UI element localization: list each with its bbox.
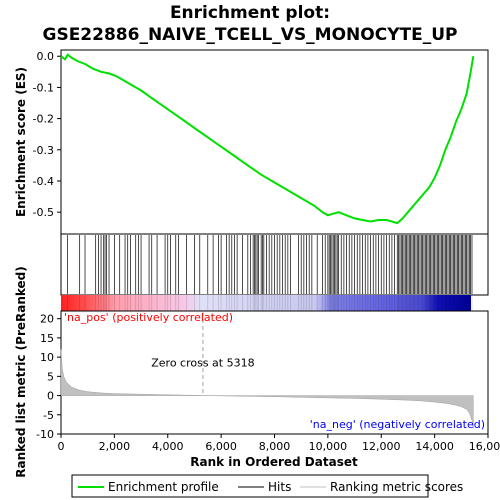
es-y-tick-label: -0.5: [33, 206, 54, 219]
hit-markers: [67, 235, 473, 294]
x-tick-label: 6,000: [205, 440, 237, 453]
x-tick-label: 8,000: [259, 440, 291, 453]
es-panel-frame: [60, 49, 489, 235]
legend-label-ranking-metric: Ranking metric scores: [330, 480, 463, 494]
metric-y-tick-label: 15: [40, 332, 54, 345]
metric-y-tick-label: -10: [36, 428, 54, 441]
es-y-axis-label: Enrichment score (ES): [14, 67, 28, 217]
x-ticks: 0 2,000 4,000 6,000 8,000 10,000 12,000 14,000 1…: [58, 434, 500, 453]
metric-y-tick-label: 5: [47, 370, 54, 383]
es-y-tick-label: 0.0: [37, 50, 55, 63]
colorbar-hit-lines: [67, 295, 473, 311]
es-y-tick-label: -0.2: [33, 113, 54, 126]
x-tick-label: 2,000: [99, 440, 131, 453]
positive-correlation-label: 'na_pos' (positively correlated): [64, 311, 233, 324]
x-tick-label: 14,000: [415, 440, 454, 453]
negative-correlation-label: 'na_neg' (negatively correlated): [310, 418, 485, 431]
x-tick-label: 10,000: [309, 440, 348, 453]
legend-box: [71, 474, 429, 498]
correlation-colorbar: [61, 295, 471, 311]
x-tick-label: 16,000: [469, 440, 500, 453]
metric-y-ticks: 20 15 10 5 0 -5 -10: [36, 313, 61, 441]
metric-y-tick-label: 10: [40, 351, 54, 364]
x-tick-label: 4,000: [152, 440, 184, 453]
x-tick-label: 12,000: [362, 440, 401, 453]
metric-y-axis-label: Ranked list metric (PreRanked): [14, 266, 28, 478]
metric-y-tick-label: 20: [40, 313, 54, 326]
es-y-ticks: 0.0 -0.1 -0.2 -0.3 -0.4 -0.5: [33, 50, 61, 219]
legend-label-hits: Hits: [268, 480, 291, 494]
es-y-tick-label: -0.1: [33, 81, 54, 94]
metric-y-tick-label: -5: [43, 409, 54, 422]
metric-y-tick-label: 0: [47, 390, 54, 403]
x-axis-label: Rank in Ordered Dataset: [190, 455, 358, 469]
es-y-tick-label: -0.4: [33, 175, 54, 188]
legend-label-enrichment-profile: Enrichment profile: [108, 480, 219, 494]
chart-title-line-2: GSE22886_NAIVE_TCELL_VS_MONOCYTE_UP: [43, 25, 458, 45]
es-y-tick-label: -0.3: [33, 144, 54, 157]
zero-cross-label: Zero cross at 5318: [151, 357, 254, 370]
x-tick-label: 0: [58, 440, 65, 453]
ranking-metric-area: [60, 349, 474, 429]
metric-panel-frame: [60, 310, 489, 435]
chart-title-line-1: Enrichment plot:: [170, 3, 330, 23]
enrichment-profile-line: [60, 53, 475, 225]
